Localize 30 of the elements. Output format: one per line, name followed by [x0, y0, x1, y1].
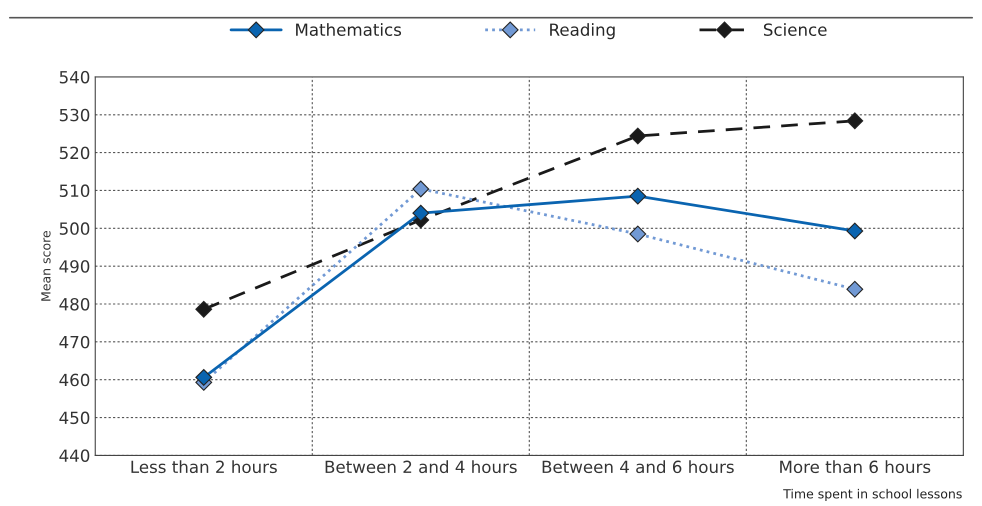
x-tick-label: Between 2 and 4 hours [326, 460, 517, 474]
y-tick-label: 440 [59, 449, 90, 462]
point [629, 128, 646, 144]
y-tick-label: 460 [59, 374, 90, 386]
y-tick-label: 530 [60, 108, 90, 122]
y-tick-label: 510 [60, 184, 90, 198]
legend-label: Science [764, 23, 827, 36]
point [846, 280, 864, 298]
point [846, 222, 864, 240]
point [195, 300, 212, 318]
x-axis-title: Time spent in school lessons [783, 488, 962, 501]
point [195, 369, 212, 386]
y-tick-label: 540 [60, 70, 90, 84]
y-tick-label: 520 [60, 146, 90, 160]
legend-label: Mathematics [296, 23, 402, 36]
point [412, 180, 430, 198]
x-tick-label: Between 4 and 6 hours [542, 460, 734, 474]
y-tick-label: 480 [59, 298, 90, 311]
y-axis-title: Mean score [41, 231, 51, 301]
point [629, 188, 646, 205]
y-tick-label: 450 [59, 412, 90, 424]
point [629, 226, 646, 242]
x-tick-label: More than 6 hours [780, 460, 930, 474]
y-tick-label: 470 [59, 336, 90, 348]
x-tick-label: Less than 2 hours [131, 460, 277, 474]
point [846, 112, 864, 130]
y-tick-label: 490 [59, 260, 90, 273]
point [412, 204, 430, 222]
y-tick-label: 500 [60, 222, 90, 235]
legend-label: Reading [550, 23, 615, 40]
